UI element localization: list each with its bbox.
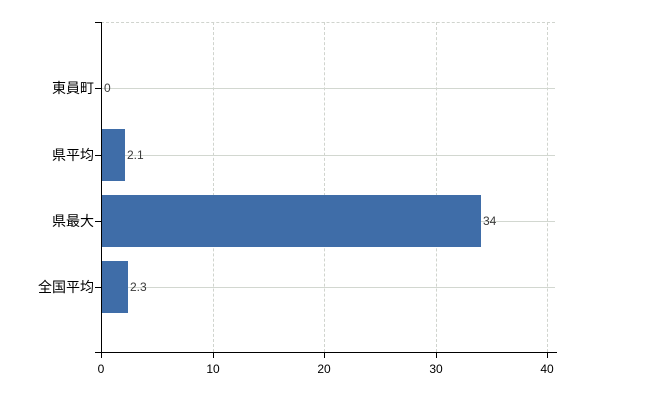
bar [102, 129, 125, 181]
category-gridline [101, 88, 555, 89]
y-axis-tick [95, 88, 101, 89]
category-gridline [101, 155, 555, 156]
x-tick-label: 30 [429, 362, 443, 376]
bar-value-label: 2.3 [130, 280, 147, 294]
y-axis-tick [95, 352, 101, 353]
category-label: 全国平均 [38, 279, 94, 295]
x-axis-tick [213, 352, 214, 358]
y-axis [101, 22, 102, 353]
plot-top-border [101, 22, 555, 23]
category-label: 県最大 [52, 213, 94, 229]
x-axis-tick [101, 352, 102, 358]
x-tick-label: 40 [540, 362, 554, 376]
x-axis [101, 352, 557, 353]
x-tick-label: 0 [97, 362, 105, 376]
x-axis-tick [547, 352, 548, 358]
x-axis-tick [324, 352, 325, 358]
bar-value-label: 2.1 [127, 148, 144, 162]
bar-value-label: 34 [483, 214, 497, 228]
category-label: 東員町 [52, 80, 94, 96]
bar-value-label: 0 [104, 81, 111, 95]
y-axis-tick [95, 221, 101, 222]
x-gridline [324, 22, 325, 352]
bar [102, 261, 128, 313]
y-axis-tick [95, 155, 101, 156]
x-axis-tick [436, 352, 437, 358]
bar [102, 195, 481, 247]
category-label: 県平均 [52, 147, 94, 163]
category-gridline [101, 287, 555, 288]
x-tick-label: 20 [317, 362, 331, 376]
y-axis-tick [95, 22, 101, 23]
y-axis-tick [95, 287, 101, 288]
x-tick-label: 10 [206, 362, 220, 376]
x-gridline [547, 22, 548, 352]
x-gridline [436, 22, 437, 352]
x-gridline [213, 22, 214, 352]
